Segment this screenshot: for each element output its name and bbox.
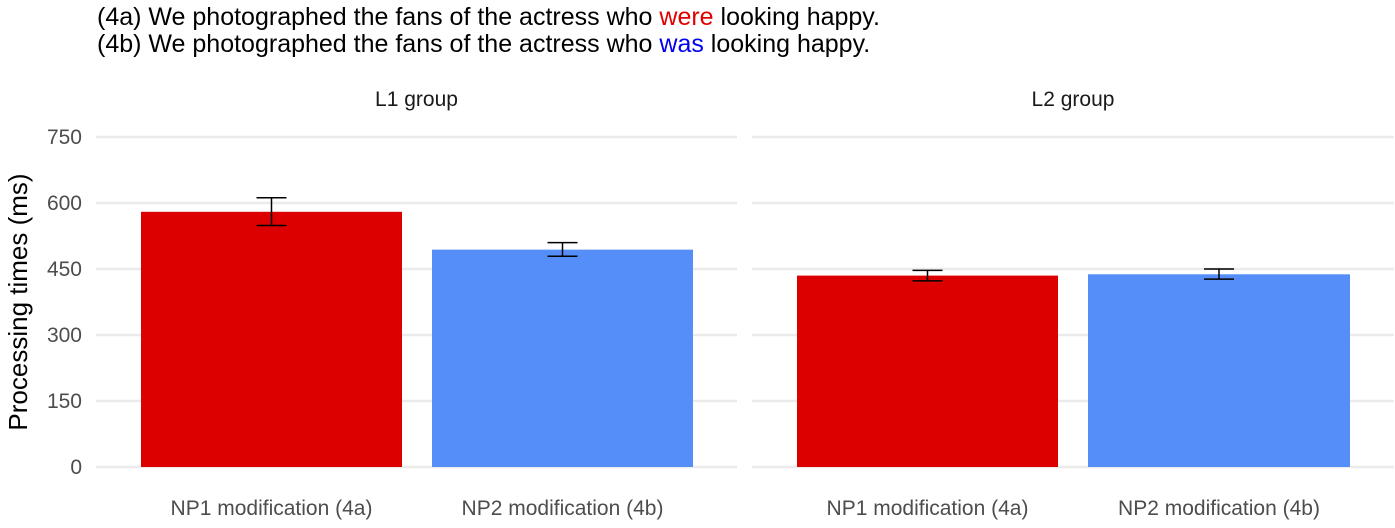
y-tick-label: 600 xyxy=(47,192,82,215)
sentence-4b-highlight: was xyxy=(659,30,704,58)
sentence-4b: (4b) We photographed the fans of the act… xyxy=(97,31,880,58)
example-sentences: (4a) We photographed the fans of the act… xyxy=(97,4,880,58)
panel-title: L2 group xyxy=(1032,88,1115,111)
sentence-4a: (4a) We photographed the fans of the act… xyxy=(97,4,880,31)
bar xyxy=(432,249,693,467)
y-tick-label: 450 xyxy=(47,258,82,281)
y-tick-label: 750 xyxy=(47,126,82,149)
sentence-4a-suffix: looking happy. xyxy=(713,3,880,31)
x-tick-label: NP2 modification (4b) xyxy=(462,497,664,520)
x-tick-label: NP1 modification (4a) xyxy=(171,497,373,520)
bar xyxy=(1088,274,1350,467)
panel-title: L1 group xyxy=(375,88,458,111)
y-tick-label: 300 xyxy=(47,324,82,347)
y-axis-title: Processing times (ms) xyxy=(3,173,33,430)
y-tick-label: 0 xyxy=(70,456,82,479)
sentence-4b-prefix: (4b) We photographed the fans of the act… xyxy=(97,30,660,58)
bar xyxy=(141,211,402,467)
y-tick-label: 150 xyxy=(47,390,82,413)
sentence-4b-suffix: looking happy. xyxy=(703,30,871,58)
x-tick-label: NP1 modification (4a) xyxy=(827,497,1029,520)
sentence-4a-highlight: were xyxy=(659,3,714,31)
bar xyxy=(797,275,1058,467)
sentence-4a-prefix: (4a) We photographed the fans of the act… xyxy=(97,3,660,31)
x-tick-label: NP2 modification (4b) xyxy=(1118,497,1320,520)
